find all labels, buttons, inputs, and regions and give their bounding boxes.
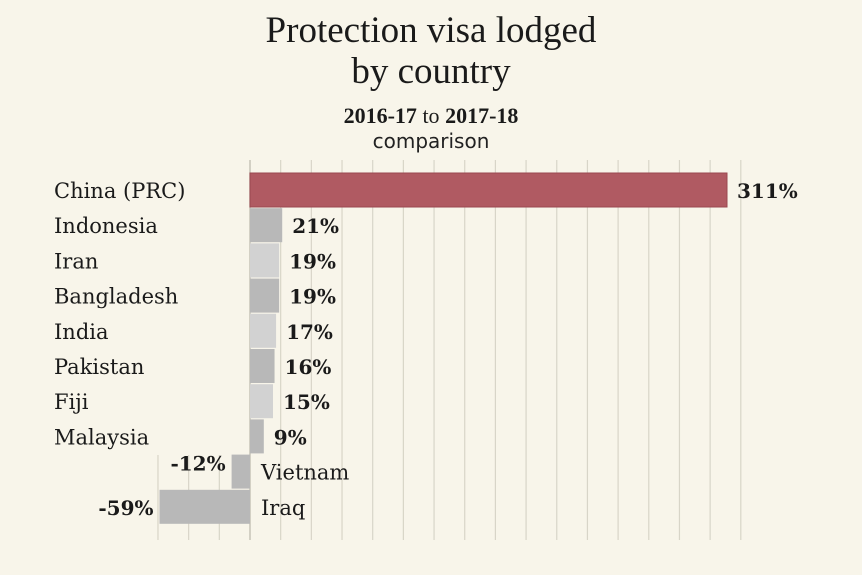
chart-title-line2: by country bbox=[351, 51, 511, 92]
value-label: 17% bbox=[286, 320, 333, 344]
subtitle-connector: to bbox=[422, 103, 440, 128]
value-label: 21% bbox=[292, 214, 339, 238]
chart-title: Protection visa lodged by country bbox=[0, 10, 862, 92]
bar-iran bbox=[250, 243, 280, 278]
category-label: Iran bbox=[54, 249, 98, 273]
value-label: 16% bbox=[285, 355, 332, 379]
bar-fiji bbox=[250, 384, 274, 419]
chart-subtitle: 2016-17 to 2017-18 bbox=[0, 104, 862, 128]
grid-lines bbox=[157, 160, 742, 540]
labels: China (PRC) 311% Indonesia 21% Iran 19% Bangla… bbox=[54, 179, 798, 520]
bar-pakistan bbox=[250, 349, 275, 383]
category-label: Malaysia bbox=[54, 425, 149, 449]
subtitle-to: 2017-18 bbox=[445, 103, 519, 128]
bars bbox=[159, 172, 728, 524]
bar-vietnam bbox=[231, 454, 250, 489]
bar-iraq bbox=[159, 489, 250, 524]
chart-subtitle-line2: comparison bbox=[372, 129, 490, 153]
value-label: -59% bbox=[98, 496, 153, 520]
category-label: Indonesia bbox=[54, 214, 158, 238]
bar-bangladesh bbox=[250, 278, 280, 313]
category-label: India bbox=[54, 320, 109, 344]
category-label: Vietnam bbox=[260, 461, 349, 485]
value-label: 19% bbox=[289, 285, 336, 309]
value-label: 19% bbox=[289, 249, 336, 273]
category-label: Fiji bbox=[54, 390, 89, 414]
value-label: 9% bbox=[274, 425, 307, 449]
category-label: Pakistan bbox=[54, 355, 144, 379]
chart-title-line1: Protection visa lodged bbox=[265, 10, 597, 51]
value-label: 15% bbox=[283, 390, 330, 414]
bar-india bbox=[250, 313, 277, 348]
category-label: China (PRC) bbox=[54, 179, 185, 203]
bar-indonesia bbox=[250, 208, 283, 243]
category-label: Iraq bbox=[261, 496, 305, 520]
subtitle-from: 2016-17 bbox=[343, 103, 417, 128]
category-label: Bangladesh bbox=[54, 285, 178, 309]
value-label: 311% bbox=[737, 179, 798, 203]
value-label: -12% bbox=[170, 452, 225, 476]
bar-malaysia bbox=[250, 419, 264, 454]
bar-china-prc bbox=[249, 172, 728, 208]
